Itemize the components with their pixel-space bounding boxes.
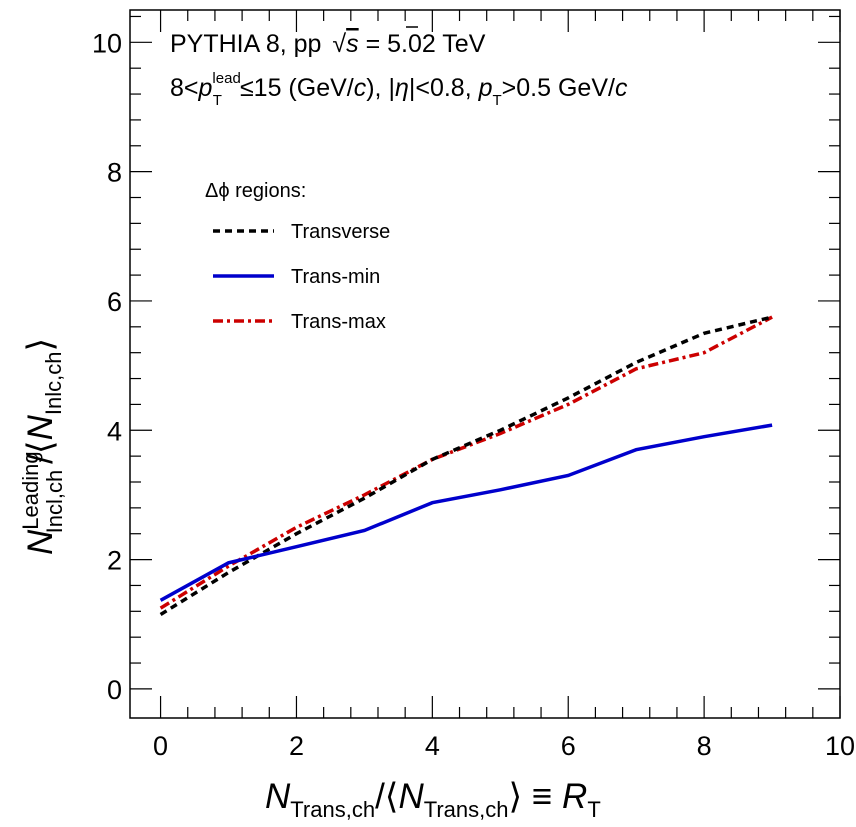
y-tick-label: 8 (107, 158, 122, 188)
legend: Δϕ regions: Transverse Trans-min Trans-max (205, 180, 390, 333)
annotation-line-1: PYTHIA 8, pp √s = 5.02 TeV (170, 30, 486, 58)
x-tick-label: 2 (289, 731, 304, 761)
legend-label: Trans-max (291, 311, 386, 333)
y-tick-label: 2 (107, 546, 122, 576)
legend-label: Transverse (291, 221, 390, 243)
legend-entries: Transverse Trans-min Trans-max (213, 221, 390, 333)
y-tick-label: 10 (92, 28, 122, 58)
series-line-trans-max (159, 315, 773, 610)
legend-label: Trans-min (291, 266, 380, 288)
x-tick-label: 6 (561, 731, 576, 761)
annotation-line-2: 8<plead T ≤15 (GeV/c), |η|<0.8, pT>0.5 GeV… (170, 70, 628, 109)
y-tick-label: 6 (107, 287, 122, 317)
x-tick-label: 8 (697, 731, 712, 761)
x-axis-label: NTrans,ch/⟨NTrans,ch⟩ ≡ RT (265, 777, 601, 822)
x-tick-label: 4 (425, 731, 440, 761)
plot-frame (129, 9, 841, 719)
axis-ticks (130, 10, 841, 718)
y-axis-label: NLeadingIncl,ch/⟨NInlc,ch⟩ (18, 338, 67, 555)
y-tick-label: 0 (107, 675, 122, 705)
y-tick-label: 4 (107, 416, 122, 446)
legend-title: Δϕ regions: (205, 180, 306, 202)
x-tick-labels: 0 2 4 6 8 10 (153, 731, 855, 761)
series-lines (159, 315, 773, 616)
x-tick-label: 0 (153, 731, 168, 761)
series-line-transverse (159, 315, 773, 616)
x-tick-label: 10 (825, 731, 855, 761)
y-tick-labels: 0 2 4 6 8 10 (92, 28, 122, 705)
series-line-trans-min (159, 423, 773, 602)
